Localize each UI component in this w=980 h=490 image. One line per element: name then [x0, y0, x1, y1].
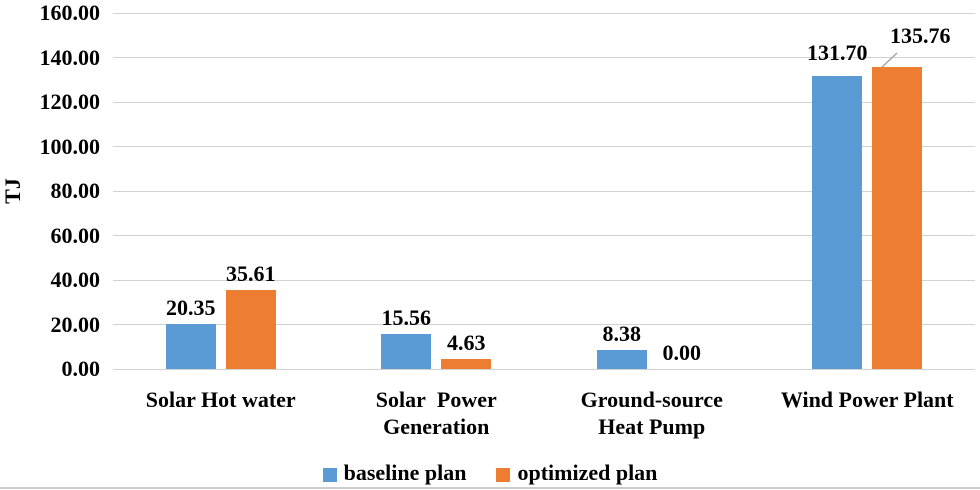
- gridline: [113, 146, 975, 147]
- x-axis-label-solar-power: Solar Power Generation: [375, 387, 497, 439]
- data-label: 0.00: [662, 340, 702, 365]
- y-tick-label: 80.00: [50, 178, 101, 203]
- x-axis-label-ground-source: Ground-source Heat Pump: [580, 387, 723, 439]
- bar-baseline-plan-solar-power: [381, 334, 432, 369]
- data-label: 35.61: [226, 260, 276, 286]
- y-tick-label: 160.00: [39, 0, 101, 25]
- gridline: [113, 190, 975, 192]
- x-axis-label-wind-power-plant: Wind Power Plant: [780, 387, 954, 412]
- gridline: [113, 235, 975, 236]
- bar-optimized-plan-wind-power-plant: [872, 66, 923, 369]
- y-tick-label: 40.00: [50, 267, 101, 292]
- legend-label: baseline plan: [343, 460, 467, 485]
- data-label: 20.35: [166, 294, 216, 320]
- gridline: [113, 368, 975, 370]
- gridline: [113, 279, 975, 281]
- bar-optimized-plan-solar-hot-water: [225, 289, 276, 369]
- y-tick-label: 120.00: [39, 89, 101, 114]
- gridline: [113, 57, 975, 58]
- legend-swatch-baseline-plan: [322, 467, 337, 482]
- data-label: 15.56: [381, 305, 432, 331]
- data-label: 4.63: [447, 329, 486, 355]
- legend: baseline plan optimized plan: [0, 461, 980, 485]
- bar-optimized-plan-solar-power: [441, 358, 492, 369]
- y-tick-label: 140.00: [39, 44, 101, 70]
- x-axis-label-solar-hot-water: Solar Hot water: [145, 387, 296, 412]
- legend-item-optimized-plan: optimized plan: [496, 461, 657, 485]
- legend-item-baseline-plan: baseline plan: [322, 460, 467, 485]
- data-label: 135.76: [890, 22, 951, 48]
- data-label: 131.70: [807, 39, 868, 65]
- figure-bottom-rule: [0, 487, 980, 489]
- legend-label: optimized plan: [517, 460, 658, 485]
- gridline: [113, 12, 975, 14]
- data-label: 8.38: [602, 321, 642, 347]
- legend-swatch-optimized-plan: [496, 467, 511, 482]
- bar-baseline-plan-ground-source: [596, 350, 647, 369]
- y-tick-label: 0.00: [61, 356, 101, 381]
- y-tick-label: 60.00: [50, 222, 101, 248]
- gridline: [113, 324, 975, 325]
- bar-baseline-plan-solar-hot-water: [165, 323, 216, 369]
- y-tick-label: 20.00: [50, 311, 101, 337]
- bar-baseline-plan-wind-power-plant: [812, 75, 863, 369]
- plot-area: 20.35 15.56 8.38 131.70 35.61 4.63 0.00 135.76: [113, 12, 975, 370]
- y-tick-label: 100.00: [39, 133, 101, 159]
- gridline: [113, 101, 975, 103]
